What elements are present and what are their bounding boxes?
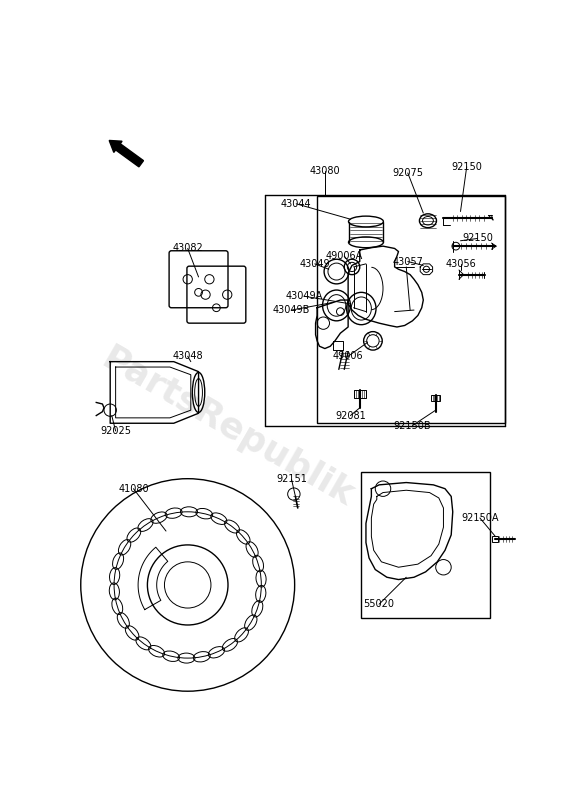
Text: 43049: 43049 <box>300 259 330 269</box>
Text: 43049B: 43049B <box>273 305 310 315</box>
Text: 43056: 43056 <box>445 259 476 269</box>
Text: 92150B: 92150B <box>394 421 431 430</box>
Text: 43048: 43048 <box>172 351 203 362</box>
Text: 92151: 92151 <box>276 474 307 485</box>
Text: 43044: 43044 <box>281 198 311 209</box>
Text: 43080: 43080 <box>310 166 340 177</box>
Text: 55020: 55020 <box>364 599 395 610</box>
Text: PartsRepublik: PartsRepublik <box>96 341 360 513</box>
Bar <box>492 536 498 542</box>
Text: 49006: 49006 <box>333 351 363 362</box>
FancyArrow shape <box>109 141 144 167</box>
Text: 49006A: 49006A <box>326 251 363 261</box>
Text: 92150: 92150 <box>462 234 493 243</box>
Text: 43082: 43082 <box>172 243 203 254</box>
Text: 43057: 43057 <box>392 257 423 266</box>
Text: 92150A: 92150A <box>461 513 499 523</box>
Text: 92150: 92150 <box>451 162 482 172</box>
Bar <box>361 472 490 618</box>
Text: 92025: 92025 <box>100 426 131 436</box>
Text: 92075: 92075 <box>392 168 423 178</box>
Bar <box>353 390 366 398</box>
Text: 43049A: 43049A <box>286 291 322 302</box>
Text: 92081: 92081 <box>335 410 366 421</box>
Bar <box>431 394 440 401</box>
Text: 41080: 41080 <box>118 484 149 494</box>
Bar <box>317 196 505 423</box>
